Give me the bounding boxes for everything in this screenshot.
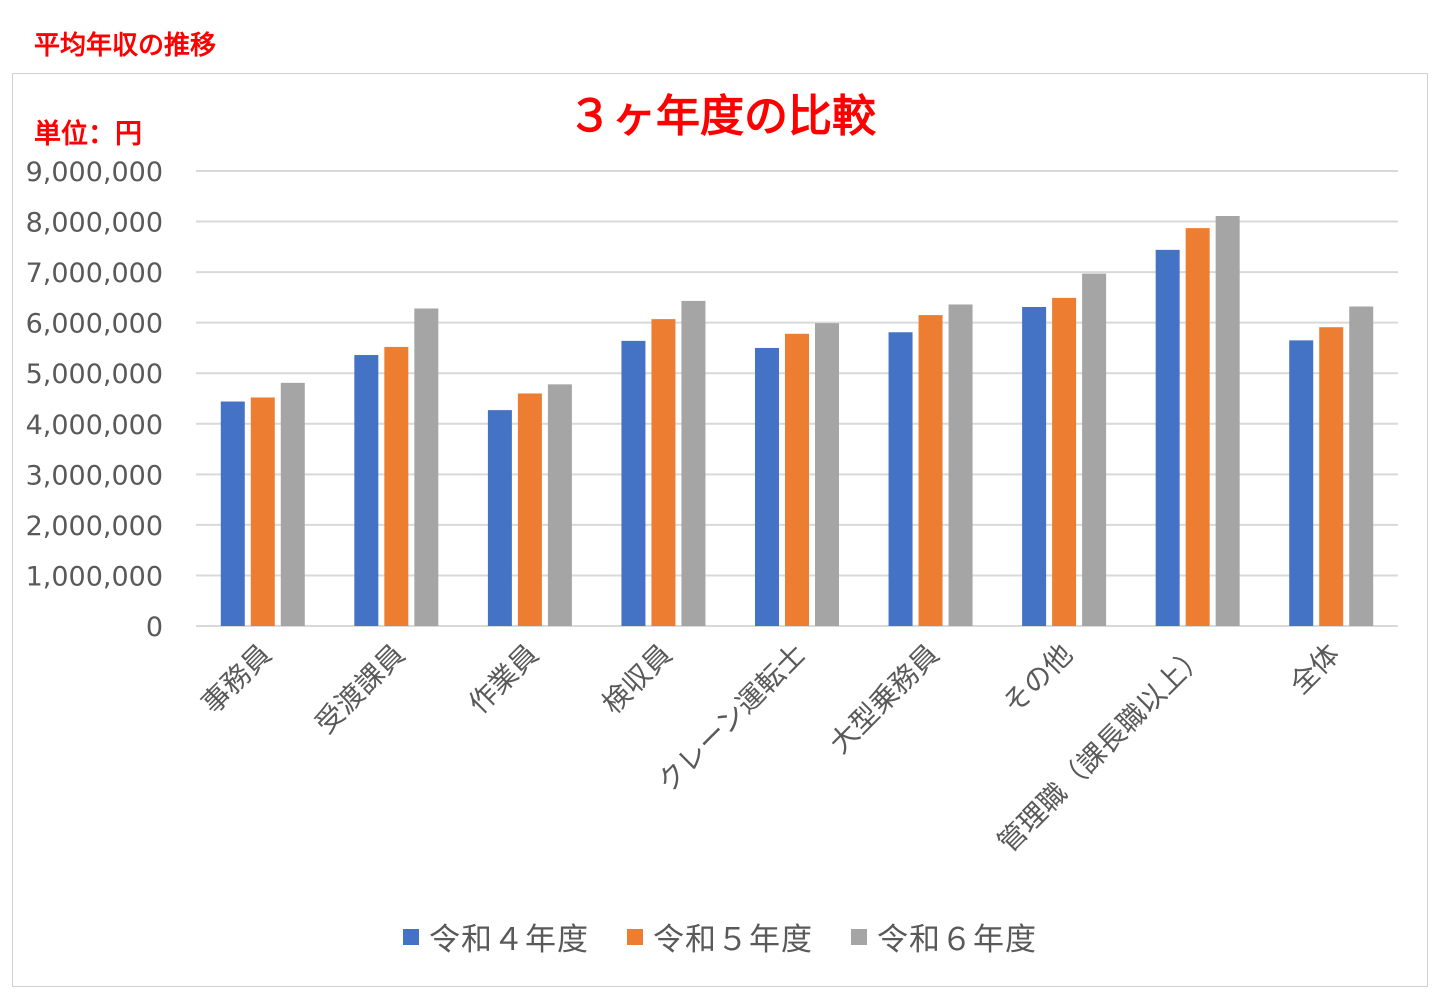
bar	[384, 346, 409, 626]
bar	[1185, 228, 1210, 626]
bar	[487, 410, 512, 626]
bar	[1155, 249, 1180, 626]
y-tick-label: 0	[146, 612, 163, 643]
bar	[918, 315, 943, 626]
x-tick-label: 検収員	[596, 638, 679, 721]
x-tick-label: 事務員	[195, 638, 278, 721]
bar	[1319, 327, 1344, 626]
legend-label: 令和６年度	[877, 922, 1037, 958]
chart-title: ３ヶ年度の比較	[568, 91, 877, 142]
bar	[354, 355, 379, 626]
page-heading: 平均年収の推移	[34, 31, 217, 61]
bar	[785, 333, 809, 626]
unit-label: 単位：円	[34, 118, 142, 150]
legend-item: 令和４年度	[403, 914, 589, 959]
bar	[1082, 273, 1107, 626]
x-tick-label: 作業員	[462, 638, 545, 721]
y-tick-label: 9,000,000	[26, 157, 163, 188]
bar	[220, 401, 245, 626]
x-tick-label: 全体	[1283, 638, 1346, 701]
y-tick-label: 5,000,000	[26, 359, 163, 390]
x-tick-label: 受渡課員	[309, 638, 412, 741]
bar	[1215, 215, 1240, 626]
bar	[250, 397, 275, 626]
bar	[1022, 306, 1047, 626]
legend-item: 令和６年度	[851, 914, 1037, 959]
bar	[888, 332, 913, 626]
y-tick-label: 6,000,000	[26, 309, 163, 340]
x-tick-label: 大型乗務員	[823, 638, 945, 760]
bar	[1289, 340, 1314, 626]
bar	[651, 319, 676, 626]
y-tick-label: 8,000,000	[26, 208, 163, 239]
bar	[517, 393, 542, 626]
y-tick-label: 4,000,000	[26, 410, 163, 441]
bar	[755, 347, 779, 626]
bar	[681, 300, 706, 626]
bar	[948, 304, 973, 626]
legend-label: 令和４年度	[429, 922, 589, 958]
bars	[220, 215, 1374, 626]
chart-legend: 令和４年度 令和５年度 令和６年度	[0, 914, 1440, 959]
legend-item: 令和５年度	[627, 914, 813, 959]
bar	[621, 340, 646, 626]
bar	[1052, 297, 1077, 626]
bar	[1349, 306, 1374, 626]
bar	[815, 323, 839, 626]
y-tick-label: 1,000,000	[26, 561, 163, 592]
bar	[414, 308, 439, 626]
y-axis-ticks: 0 1,000,000 2,000,000 3,000,000 4,000,000 5,0…	[26, 157, 163, 643]
y-tick-label: 2,000,000	[26, 511, 163, 542]
bar	[280, 382, 305, 626]
x-tick-label: その他	[996, 638, 1079, 721]
legend-swatch	[403, 928, 419, 945]
y-tick-label: 3,000,000	[26, 460, 163, 491]
legend-swatch	[851, 928, 867, 945]
bar	[547, 384, 572, 626]
legend-swatch	[627, 928, 643, 945]
y-tick-label: 7,000,000	[26, 258, 163, 289]
legend-label: 令和５年度	[653, 922, 813, 958]
